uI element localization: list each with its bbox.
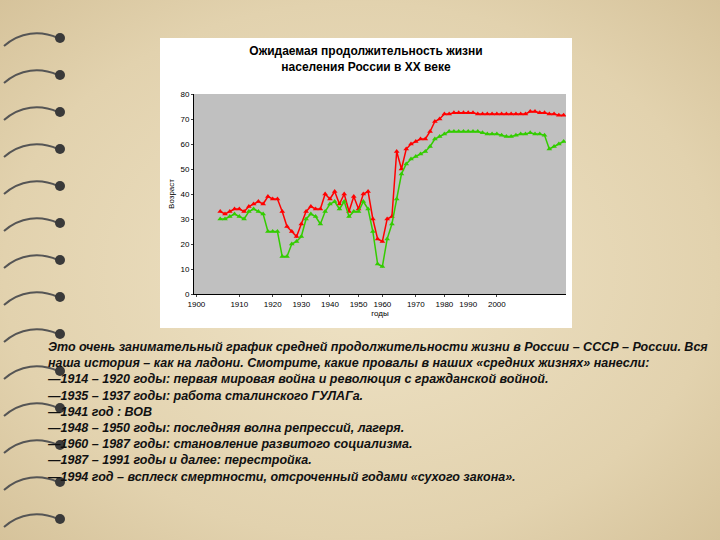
svg-text:1980: 1980: [435, 300, 453, 309]
svg-text:1990: 1990: [459, 300, 477, 309]
svg-text:1950: 1950: [350, 300, 368, 309]
svg-text:50: 50: [180, 165, 189, 174]
html-text:—1994 год – всплеск смертности: —1994 год – всплеск смертности, отсрочен…: [48, 469, 516, 484]
html-text:—1914 – 1920 годы: первая миро: —1914 – 1920 годы: первая мировая война …: [48, 372, 549, 387]
svg-text:1910: 1910: [230, 300, 248, 309]
svg-text:80: 80: [180, 90, 189, 99]
svg-text:годы: годы: [371, 309, 389, 318]
svg-text:1970: 1970: [407, 300, 425, 309]
svg-text:70: 70: [180, 115, 189, 124]
svg-text:60: 60: [180, 140, 189, 149]
svg-text:Ожидаемая продолжительность жи: Ожидаемая продолжительность жизнинаселен…: [249, 44, 482, 74]
svg-text:20: 20: [180, 240, 189, 249]
svg-text:0: 0: [185, 290, 190, 299]
svg-text:10: 10: [180, 265, 189, 274]
svg-text:30: 30: [180, 215, 189, 224]
html-text:Это очень занимательный график: Это очень занимательный график средней п…: [48, 340, 708, 371]
svg-text:1940: 1940: [321, 300, 339, 309]
svg-text:1920: 1920: [264, 300, 282, 309]
html-text:—1948 – 1950 годы: последняя в: —1948 – 1950 годы: последняя волна репре…: [48, 421, 405, 435]
svg-text:1930: 1930: [292, 300, 310, 309]
svg-text:40: 40: [180, 190, 189, 199]
html-text:—1960 – 1987 годы: становление: —1960 – 1987 годы: становление развитого…: [48, 437, 413, 452]
svg-text:2000: 2000: [488, 300, 506, 309]
svg-text:1900: 1900: [187, 300, 205, 309]
html-text:—1941 год : ВОВ: —1941 год : ВОВ: [48, 404, 153, 419]
html-text:—1935 – 1937 годы: работа стал: —1935 – 1937 годы: работа сталинского ГУ…: [48, 388, 364, 403]
svg-text:Возраст: Возраст: [167, 179, 176, 209]
svg-text:1960: 1960: [373, 300, 391, 309]
html-text:—1987 – 1991 годы и далее: пер: —1987 – 1991 годы и далее: перестройка.: [48, 453, 312, 468]
